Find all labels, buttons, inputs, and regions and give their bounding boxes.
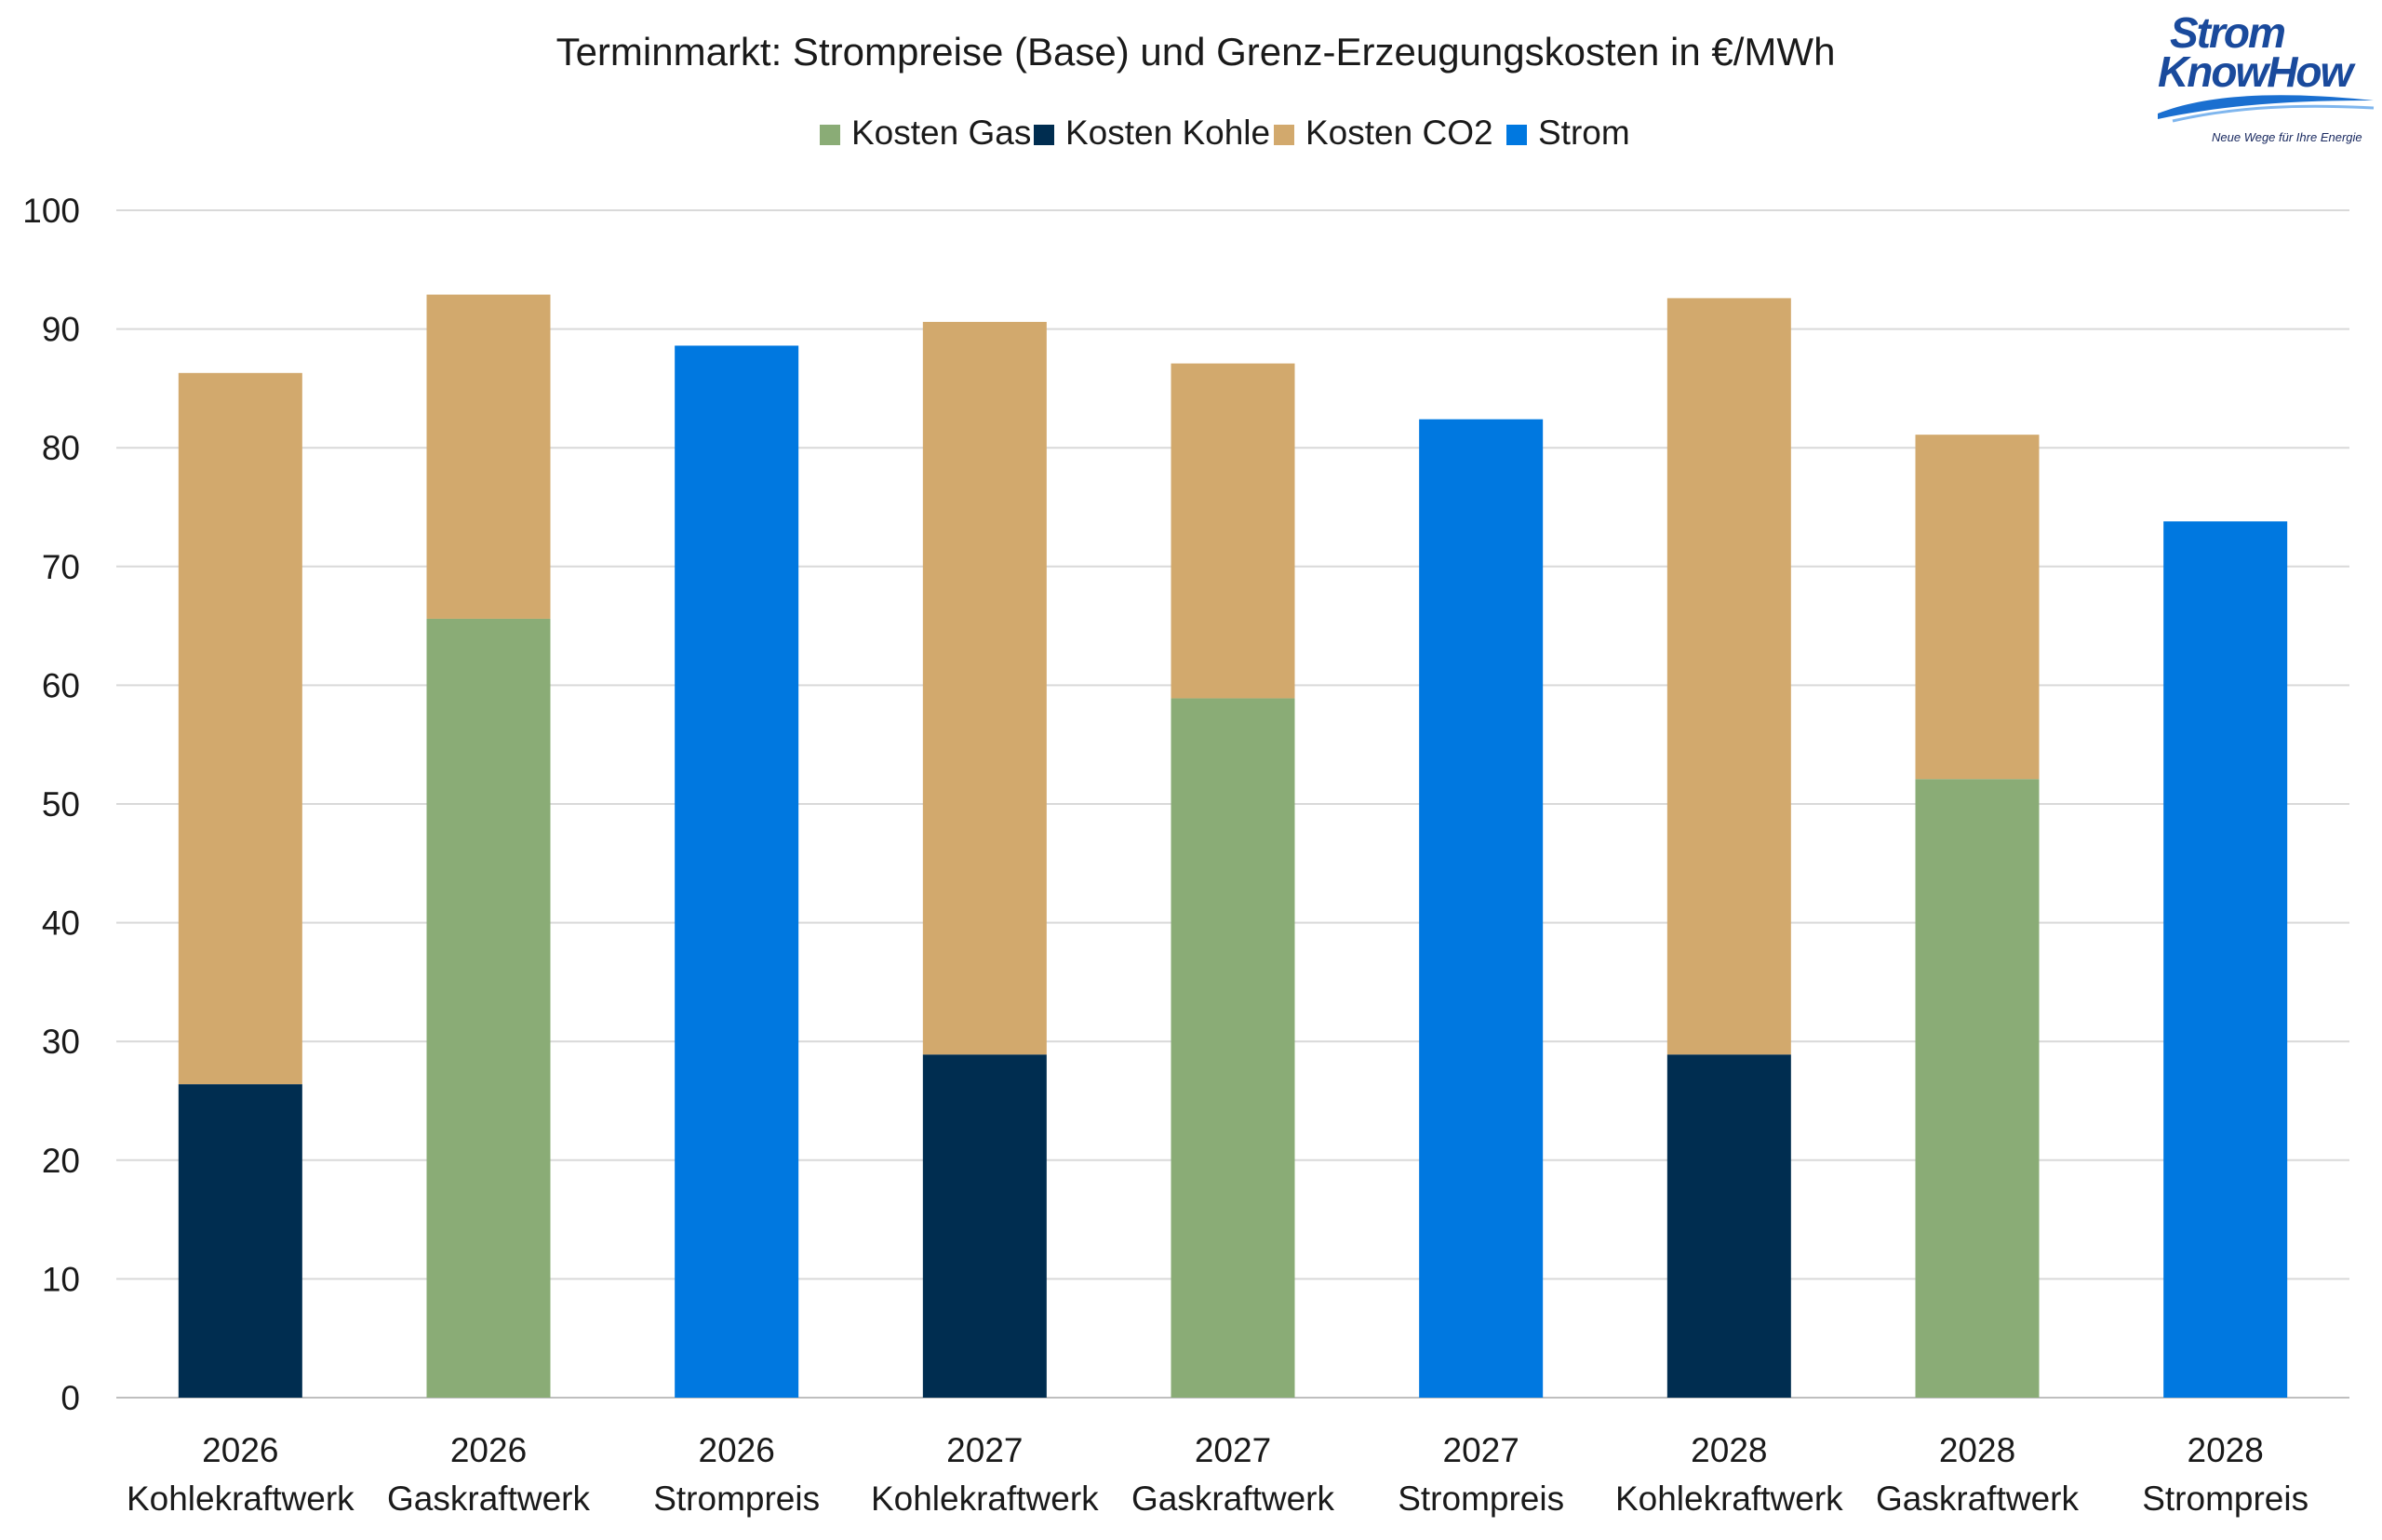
bar-segment-co2 [178, 372, 302, 1085]
x-tick-label: Gaskraftwerk [1131, 1480, 1334, 1518]
bar-segment-kohle [178, 1084, 302, 1398]
x-tick-label: Kohlekraftwerk [871, 1480, 1099, 1518]
bar-segment-co2 [1171, 363, 1295, 699]
y-tick-label: 80 [42, 429, 80, 467]
legend: Kosten Gas Kosten Kohle Kosten CO2 Strom [820, 114, 1630, 152]
y-tick-label: 0 [60, 1379, 80, 1417]
x-tick-label: Kohlekraftwerk [127, 1480, 355, 1518]
wave-icon [2158, 95, 2375, 123]
x-tick-label: 2026 [450, 1431, 527, 1469]
x-axis-ticks: 2026 Kohlekraftwerk 2026 Gaskraftwerk 2026 St… [127, 1431, 2308, 1518]
bar-segment-strom [1419, 419, 1544, 1399]
y-tick-label: 60 [42, 666, 80, 704]
legend-swatch-gas [820, 125, 840, 145]
x-tick-label: 2026 [699, 1431, 775, 1469]
y-tick-label: 90 [42, 311, 80, 349]
x-tick-label: Strompreis [1398, 1480, 1564, 1518]
y-tick-label: 30 [42, 1023, 80, 1061]
x-tick-label: 2028 [2188, 1431, 2264, 1469]
bar-segment-co2 [426, 294, 551, 619]
y-axis-ticks: 0 10 20 30 40 50 60 70 80 90 100 [22, 192, 80, 1417]
legend-label-gas: Kosten Gas [851, 114, 1031, 152]
bar-segment-co2 [1666, 298, 1791, 1055]
y-tick-label: 10 [42, 1260, 80, 1298]
x-tick-label: Strompreis [2142, 1480, 2308, 1518]
x-tick-label: Kohlekraftwerk [1615, 1480, 1843, 1518]
bar-segment-kohle [922, 1054, 1047, 1398]
y-tick-label: 20 [42, 1142, 80, 1180]
legend-swatch-co2 [1274, 125, 1294, 145]
y-tick-label: 100 [22, 192, 80, 230]
x-tick-label: Gaskraftwerk [1876, 1480, 2079, 1518]
chart-title: Terminmarkt: Strompreise (Base) und Gren… [556, 30, 1836, 74]
x-tick-label: Strompreis [653, 1480, 820, 1518]
y-tick-label: 50 [42, 785, 80, 824]
bar-segment-strom [675, 345, 799, 1398]
bar-segment-gas [1915, 779, 2040, 1398]
bars [178, 294, 2288, 1399]
legend-label-kohle: Kosten Kohle [1065, 114, 1270, 152]
logo-text-strom: Strom [2170, 8, 2286, 57]
x-tick-label: 2026 [202, 1431, 278, 1469]
bar-segment-co2 [922, 321, 1047, 1055]
y-tick-label: 40 [42, 904, 80, 943]
logo-tagline: Neue Wege für Ihre Energie [2212, 130, 2362, 144]
x-tick-label: 2027 [946, 1431, 1023, 1469]
x-tick-label: 2028 [1939, 1431, 2015, 1469]
legend-label-strom: Strom [1538, 114, 1630, 152]
legend-swatch-kohle [1034, 125, 1054, 145]
bar-segment-gas [426, 618, 551, 1398]
bar-segment-strom [2163, 521, 2288, 1398]
x-tick-label: 2028 [1691, 1431, 1767, 1469]
strom-knowhow-logo: Strom KnowHow Neue Wege für Ihre Energie [2154, 7, 2377, 147]
bar-segment-gas [1171, 698, 1295, 1398]
legend-swatch-strom [1506, 125, 1527, 145]
legend-label-co2: Kosten CO2 [1305, 114, 1493, 152]
x-tick-label: 2027 [1195, 1431, 1271, 1469]
logo-text-knowhow: KnowHow [2158, 47, 2353, 96]
y-tick-label: 70 [42, 548, 80, 586]
x-tick-label: Gaskraftwerk [387, 1480, 590, 1518]
bar-segment-kohle [1666, 1054, 1791, 1398]
x-tick-label: 2027 [1443, 1431, 1519, 1469]
bar-segment-co2 [1915, 435, 2040, 780]
